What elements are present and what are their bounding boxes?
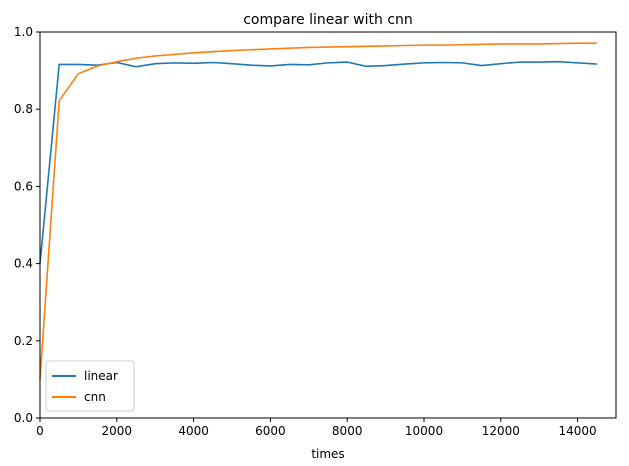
legend-label-linear: linear xyxy=(84,369,118,383)
y-tick-label: 0.8 xyxy=(14,102,33,116)
x-tick-label: 12000 xyxy=(482,424,520,438)
y-axis: 0.0 0.2 0.4 0.6 0.8 1.0 xyxy=(14,25,40,425)
x-tick-label: 14000 xyxy=(559,424,597,438)
x-tick-label: 0 xyxy=(36,424,44,438)
series-line-cnn xyxy=(39,42,597,380)
y-tick-label: 0.6 xyxy=(14,179,33,193)
y-tick-label: 0.2 xyxy=(14,334,33,348)
series-layer xyxy=(39,42,597,380)
x-tick-label: 10000 xyxy=(405,424,443,438)
series-line-linear xyxy=(39,60,597,264)
legend: linear cnn xyxy=(45,360,135,412)
legend-label-cnn: cnn xyxy=(84,390,106,404)
x-tick-label: 6000 xyxy=(255,424,286,438)
y-tick-label: 1.0 xyxy=(14,25,33,39)
x-tick-label: 8000 xyxy=(332,424,363,438)
x-tick-label: 2000 xyxy=(102,424,133,438)
x-axis: 0 2000 4000 6000 8000 10000 12000 14000 xyxy=(36,418,597,438)
plot-area xyxy=(39,31,617,419)
y-tick-label: 0.0 xyxy=(14,411,33,425)
x-axis-label: times xyxy=(311,447,344,461)
y-tick-label: 0.4 xyxy=(14,257,33,271)
x-tick-label: 4000 xyxy=(178,424,209,438)
legend-box xyxy=(45,360,135,412)
plot-frame xyxy=(39,31,617,419)
chart-title: compare linear with cnn xyxy=(243,12,413,28)
